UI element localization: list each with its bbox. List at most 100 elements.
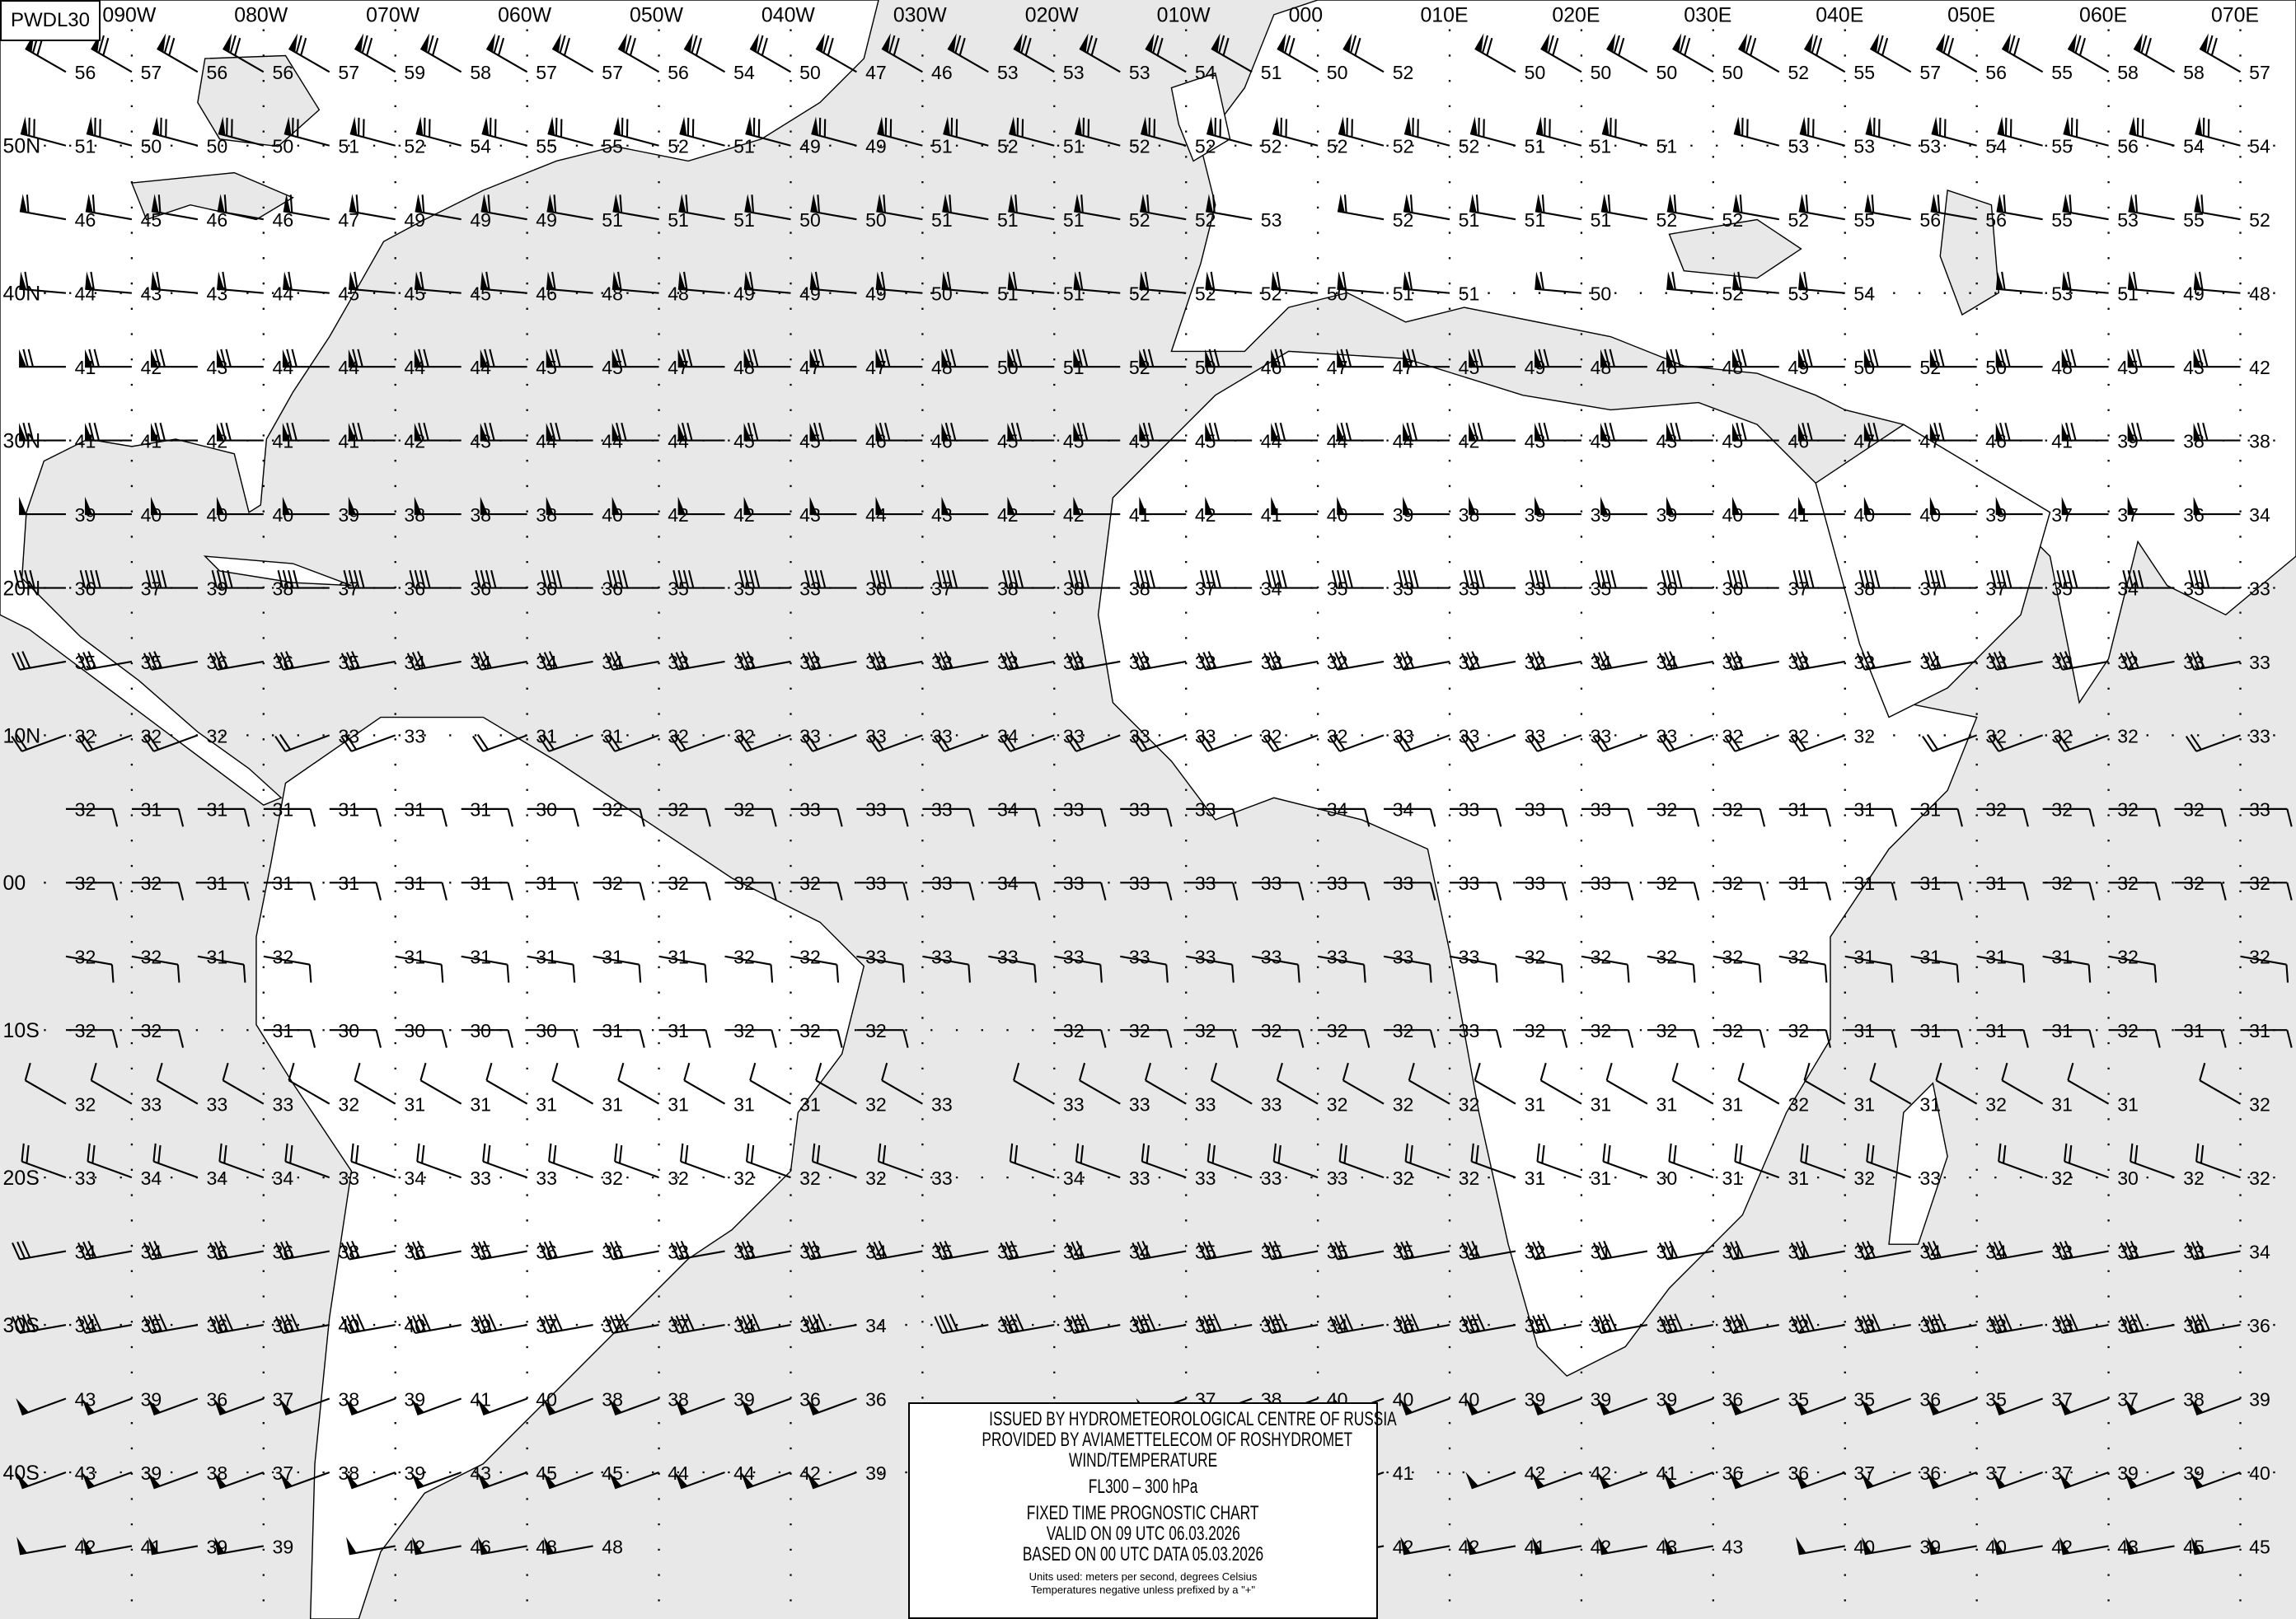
temperature-label: 50 <box>1722 62 1744 83</box>
temperature-label: 45 <box>2249 1536 2270 1557</box>
wind-barb-feather <box>881 1062 888 1081</box>
wind-barb-feather <box>1924 569 1931 588</box>
wind-barb-flag <box>811 116 819 136</box>
temperature-label: 31 <box>272 799 293 821</box>
wind-barb-staff <box>1803 47 1846 73</box>
station-plot: 33 <box>2240 799 2293 827</box>
wind-barb-feather <box>1015 423 1023 441</box>
wind-barb-feather <box>153 1240 163 1258</box>
wind-barb-feather <box>939 1241 949 1259</box>
station-plot: 32 <box>593 873 645 901</box>
station-plot: 40 <box>2190 1462 2270 1490</box>
wind-barb-feather <box>1561 808 1568 827</box>
station-plot: 31 <box>2067 1062 2139 1116</box>
wind-barb-staff <box>482 1397 528 1415</box>
wind-barb-feather <box>1730 1315 1739 1333</box>
temperature-label: 31 <box>536 1094 557 1116</box>
wind-barb-staff <box>548 1397 593 1415</box>
wind-barb-staff <box>942 210 989 221</box>
wind-barb-feather <box>1083 569 1090 588</box>
wind-barb-feather <box>1205 569 1211 588</box>
wind-barb-feather <box>902 1029 909 1048</box>
station-plot: 31 <box>1910 947 1960 983</box>
wind-barb-staff <box>1603 1397 1648 1415</box>
station-plot: 33 <box>90 1062 162 1116</box>
station-plot: 48 <box>543 1536 623 1557</box>
wind-barb-staff <box>1997 133 2043 147</box>
wind-barb-feather <box>893 37 900 56</box>
wind-barb-feather <box>2203 569 2210 588</box>
wind-barb-staff <box>1666 210 1714 221</box>
wind-barb-feather <box>159 423 166 441</box>
station-plot: 50 <box>1271 271 1347 305</box>
wind-barb-flag <box>214 1537 225 1555</box>
wind-barb-staff <box>2064 1160 2109 1179</box>
wind-barb-feather <box>229 35 237 54</box>
wind-barb-feather <box>1277 1144 1282 1163</box>
wind-barb-staff <box>2240 955 2287 966</box>
wind-barb-feather <box>156 271 161 290</box>
wind-barb-feather <box>705 808 711 827</box>
wind-barb-feather <box>614 651 624 669</box>
wind-barb-feather <box>88 423 95 441</box>
wind-barb-flag <box>480 349 488 367</box>
wind-barb-staff <box>1317 955 1365 966</box>
wind-barb-feather <box>1471 1240 1481 1258</box>
wind-barb-staff <box>1205 660 1253 671</box>
latitude-label: 30S <box>3 1314 40 1337</box>
longitude-label: 010E <box>1420 4 1468 27</box>
wind-barb-staff <box>1869 47 1912 73</box>
wind-barb-feather <box>1995 569 2003 588</box>
station-plot: 33 <box>1450 1020 1502 1048</box>
wind-barb-feather <box>421 194 425 213</box>
temperature-label: 32 <box>1327 1094 1348 1116</box>
wind-barb-feather <box>685 194 689 213</box>
wind-barb-staff <box>614 1471 659 1490</box>
wind-barb-feather <box>1329 1316 1339 1334</box>
temperature-label: 31 <box>2117 1094 2139 1116</box>
wind-barb-feather <box>1141 1143 1146 1162</box>
wind-barb-feather <box>680 651 690 669</box>
temperature-label: 32 <box>2117 873 2139 894</box>
wind-barb-feather <box>944 423 952 441</box>
wind-barb-feather <box>1142 423 1150 441</box>
temperature-label: 33 <box>2249 652 2270 673</box>
wind-barb-staff <box>414 288 462 294</box>
wind-barb-flag <box>679 116 687 136</box>
station-plot: 48 <box>546 271 623 305</box>
wind-barb-staff <box>480 660 527 671</box>
wind-barb-feather <box>90 271 95 290</box>
wind-barb-feather <box>22 349 29 367</box>
wind-barb-staff <box>2194 1545 2241 1556</box>
wind-barb-flag <box>415 194 423 213</box>
wind-barb-staff <box>1337 660 1385 671</box>
wind-barb-flag <box>1140 194 1147 213</box>
wind-barb-staff <box>1996 1250 2043 1261</box>
wind-barb-flag <box>740 1397 754 1415</box>
wind-barb-feather <box>1874 569 1881 588</box>
wind-barb-feather <box>484 423 490 441</box>
wind-barb-staff <box>881 1079 923 1105</box>
wind-barb-feather <box>551 271 556 290</box>
temperature-label: 49 <box>865 283 887 305</box>
wind-barb-feather <box>674 733 686 751</box>
station-plot: 31 <box>131 799 185 827</box>
wind-barb-feather <box>1866 1143 1870 1162</box>
station-plot: 52 <box>1073 271 1150 305</box>
temperature-label: 33 <box>1129 1094 1150 1116</box>
station-plot: 33 <box>1054 799 1107 827</box>
wind-barb-feather <box>1086 35 1094 54</box>
wind-barb-feather <box>1197 653 1207 671</box>
temperature-label: 33 <box>1261 1094 1282 1116</box>
temperature-label: 33 <box>1591 799 1612 821</box>
wind-barb-flag <box>1531 1397 1544 1415</box>
temperature-label: 32 <box>2183 873 2205 894</box>
temperature-label: 59 <box>404 62 425 83</box>
wind-barb-feather <box>352 423 358 441</box>
longitude-label: 070E <box>2211 4 2259 27</box>
temperature-label: 32 <box>1063 1020 1085 1041</box>
temperature-label: 32 <box>2183 799 2205 821</box>
wind-barb-feather <box>1735 1314 1745 1332</box>
wind-barb-feather <box>2066 569 2073 588</box>
temperature-label: 31 <box>1722 1167 1744 1189</box>
